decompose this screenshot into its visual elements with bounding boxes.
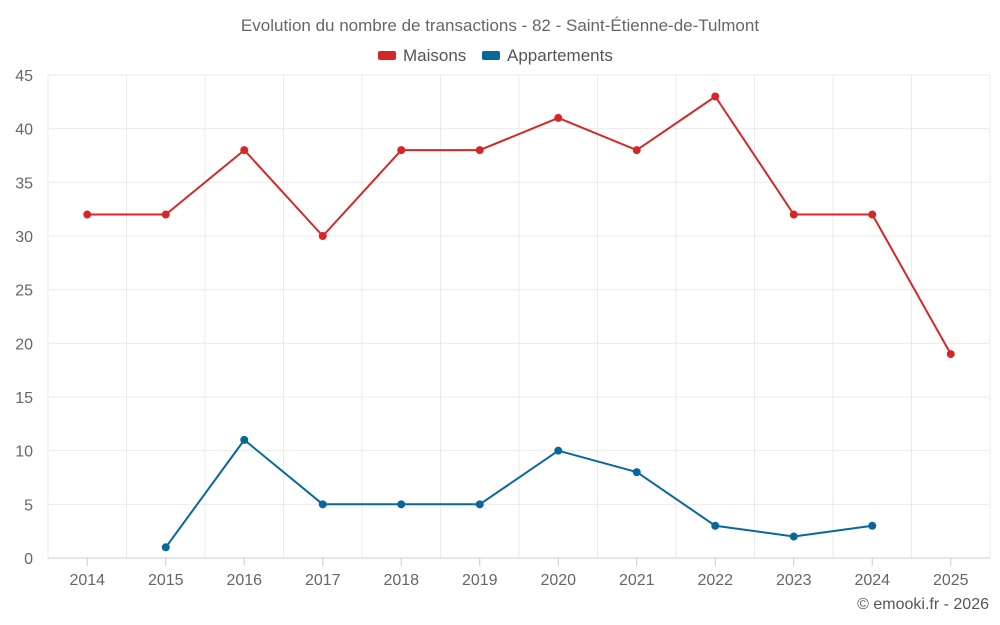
data-point-appartements[interactable] [632,468,641,477]
x-tick-label: 2022 [697,572,733,589]
x-axis-ticks: 2014 2015 2016 2017 2018 2019 2020 2021 2022 2023… [69,558,969,589]
data-point-appartements[interactable] [475,500,484,509]
x-tick-label: 2014 [69,572,105,589]
x-tick-label: 2016 [226,572,262,589]
series-line-appartements [164,438,873,548]
chart-title: Evolution du nombre de transactions - 82… [241,16,759,35]
data-point-appartements[interactable] [554,446,563,455]
y-tick-label: 15 [15,390,33,407]
data-point-appartements[interactable] [397,500,406,509]
credit-text: © emooki.fr - 2026 [857,596,989,613]
data-point-maisons[interactable] [397,146,406,155]
y-tick-label: 0 [24,551,33,568]
data-point-appartements[interactable] [789,532,798,541]
data-point-appartements[interactable] [161,543,170,552]
legend: Maisons Appartements [378,46,613,65]
data-point-appartements[interactable] [318,500,327,509]
y-axis-ticks: 0 5 10 15 20 25 30 35 40 45 [15,68,33,568]
data-point-maisons[interactable] [240,146,249,155]
x-tick-label: 2021 [619,572,655,589]
legend-swatch-maisons [378,51,396,60]
legend-swatch-appartements [482,51,500,60]
data-point-maisons[interactable] [318,232,327,240]
y-tick-label: 45 [15,68,33,85]
data-point-appartements[interactable] [711,521,720,530]
data-point-maisons[interactable] [161,210,170,219]
y-tick-label: 20 [15,336,33,353]
x-tick-label: 2020 [540,572,576,589]
series-layer [83,92,955,552]
x-tick-label: 2019 [462,572,498,589]
y-tick-label: 10 [15,444,33,461]
y-tick-label: 40 [15,122,33,139]
data-point-maisons[interactable] [711,92,720,101]
data-point-maisons[interactable] [632,146,641,155]
y-tick-label: 5 [24,497,33,514]
x-tick-label: 2023 [776,572,812,589]
legend-item-appartements[interactable]: Appartements [482,46,613,65]
data-point-maisons[interactable] [554,113,563,122]
x-tick-label: 2017 [305,572,341,589]
data-point-appartements[interactable] [868,521,877,530]
legend-item-maisons[interactable]: Maisons [378,46,466,65]
data-point-appartements[interactable] [240,435,249,444]
x-tick-label: 2015 [148,572,184,589]
x-gridlines [47,75,991,559]
x-tick-label: 2018 [383,572,419,589]
x-tick-label: 2025 [933,572,969,589]
y-tick-label: 30 [15,229,33,246]
x-tick-label: 2024 [854,572,890,589]
legend-label-maisons: Maisons [403,46,466,65]
y-tick-label: 25 [15,283,33,300]
data-point-maisons[interactable] [475,146,484,155]
data-point-maisons[interactable] [789,210,798,219]
y-tick-label: 35 [15,175,33,192]
data-point-maisons[interactable] [868,210,877,219]
data-point-maisons[interactable] [946,350,955,359]
data-point-maisons[interactable] [83,210,92,219]
legend-label-appartements: Appartements [507,46,613,65]
series-line-maisons [87,95,952,355]
